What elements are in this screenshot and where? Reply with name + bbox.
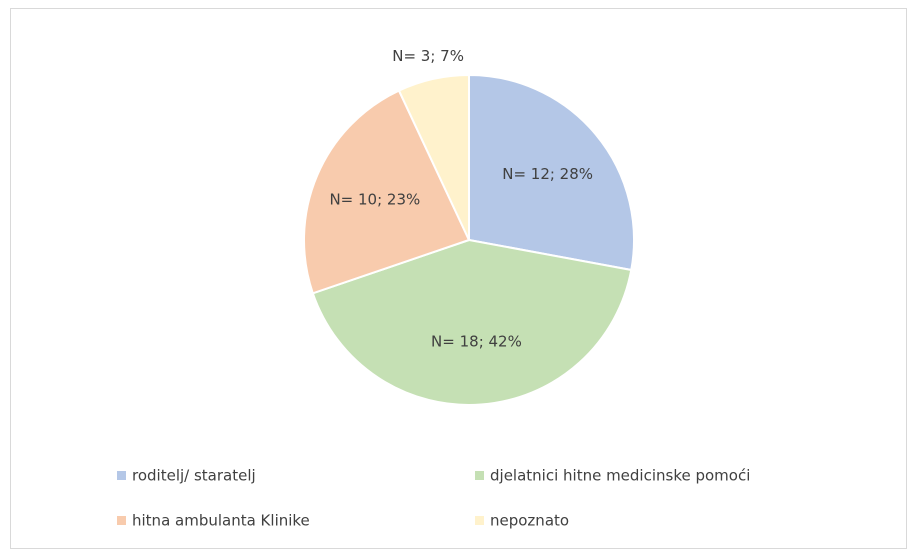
data-label: N= 10; 23% xyxy=(329,190,420,208)
legend-swatch xyxy=(475,516,484,525)
pie-slice xyxy=(397,73,470,241)
legend-swatch xyxy=(117,516,126,525)
legend-label: nepoznato xyxy=(490,512,569,530)
legend-label: hitna ambulanta Klinike xyxy=(132,512,310,530)
pie-slice xyxy=(303,89,471,295)
legend-swatch xyxy=(117,471,126,480)
legend-label: djelatnici hitne medicinske pomoći xyxy=(490,467,750,485)
data-label: N= 12; 28% xyxy=(502,165,593,183)
legend-swatch xyxy=(475,471,484,480)
data-label: N= 18; 42% xyxy=(431,333,522,351)
pie-slice xyxy=(468,73,635,272)
legend-label: roditelj/ staratelj xyxy=(132,467,256,485)
pie-slice xyxy=(311,238,633,406)
data-label: N= 3; 7% xyxy=(392,47,464,65)
